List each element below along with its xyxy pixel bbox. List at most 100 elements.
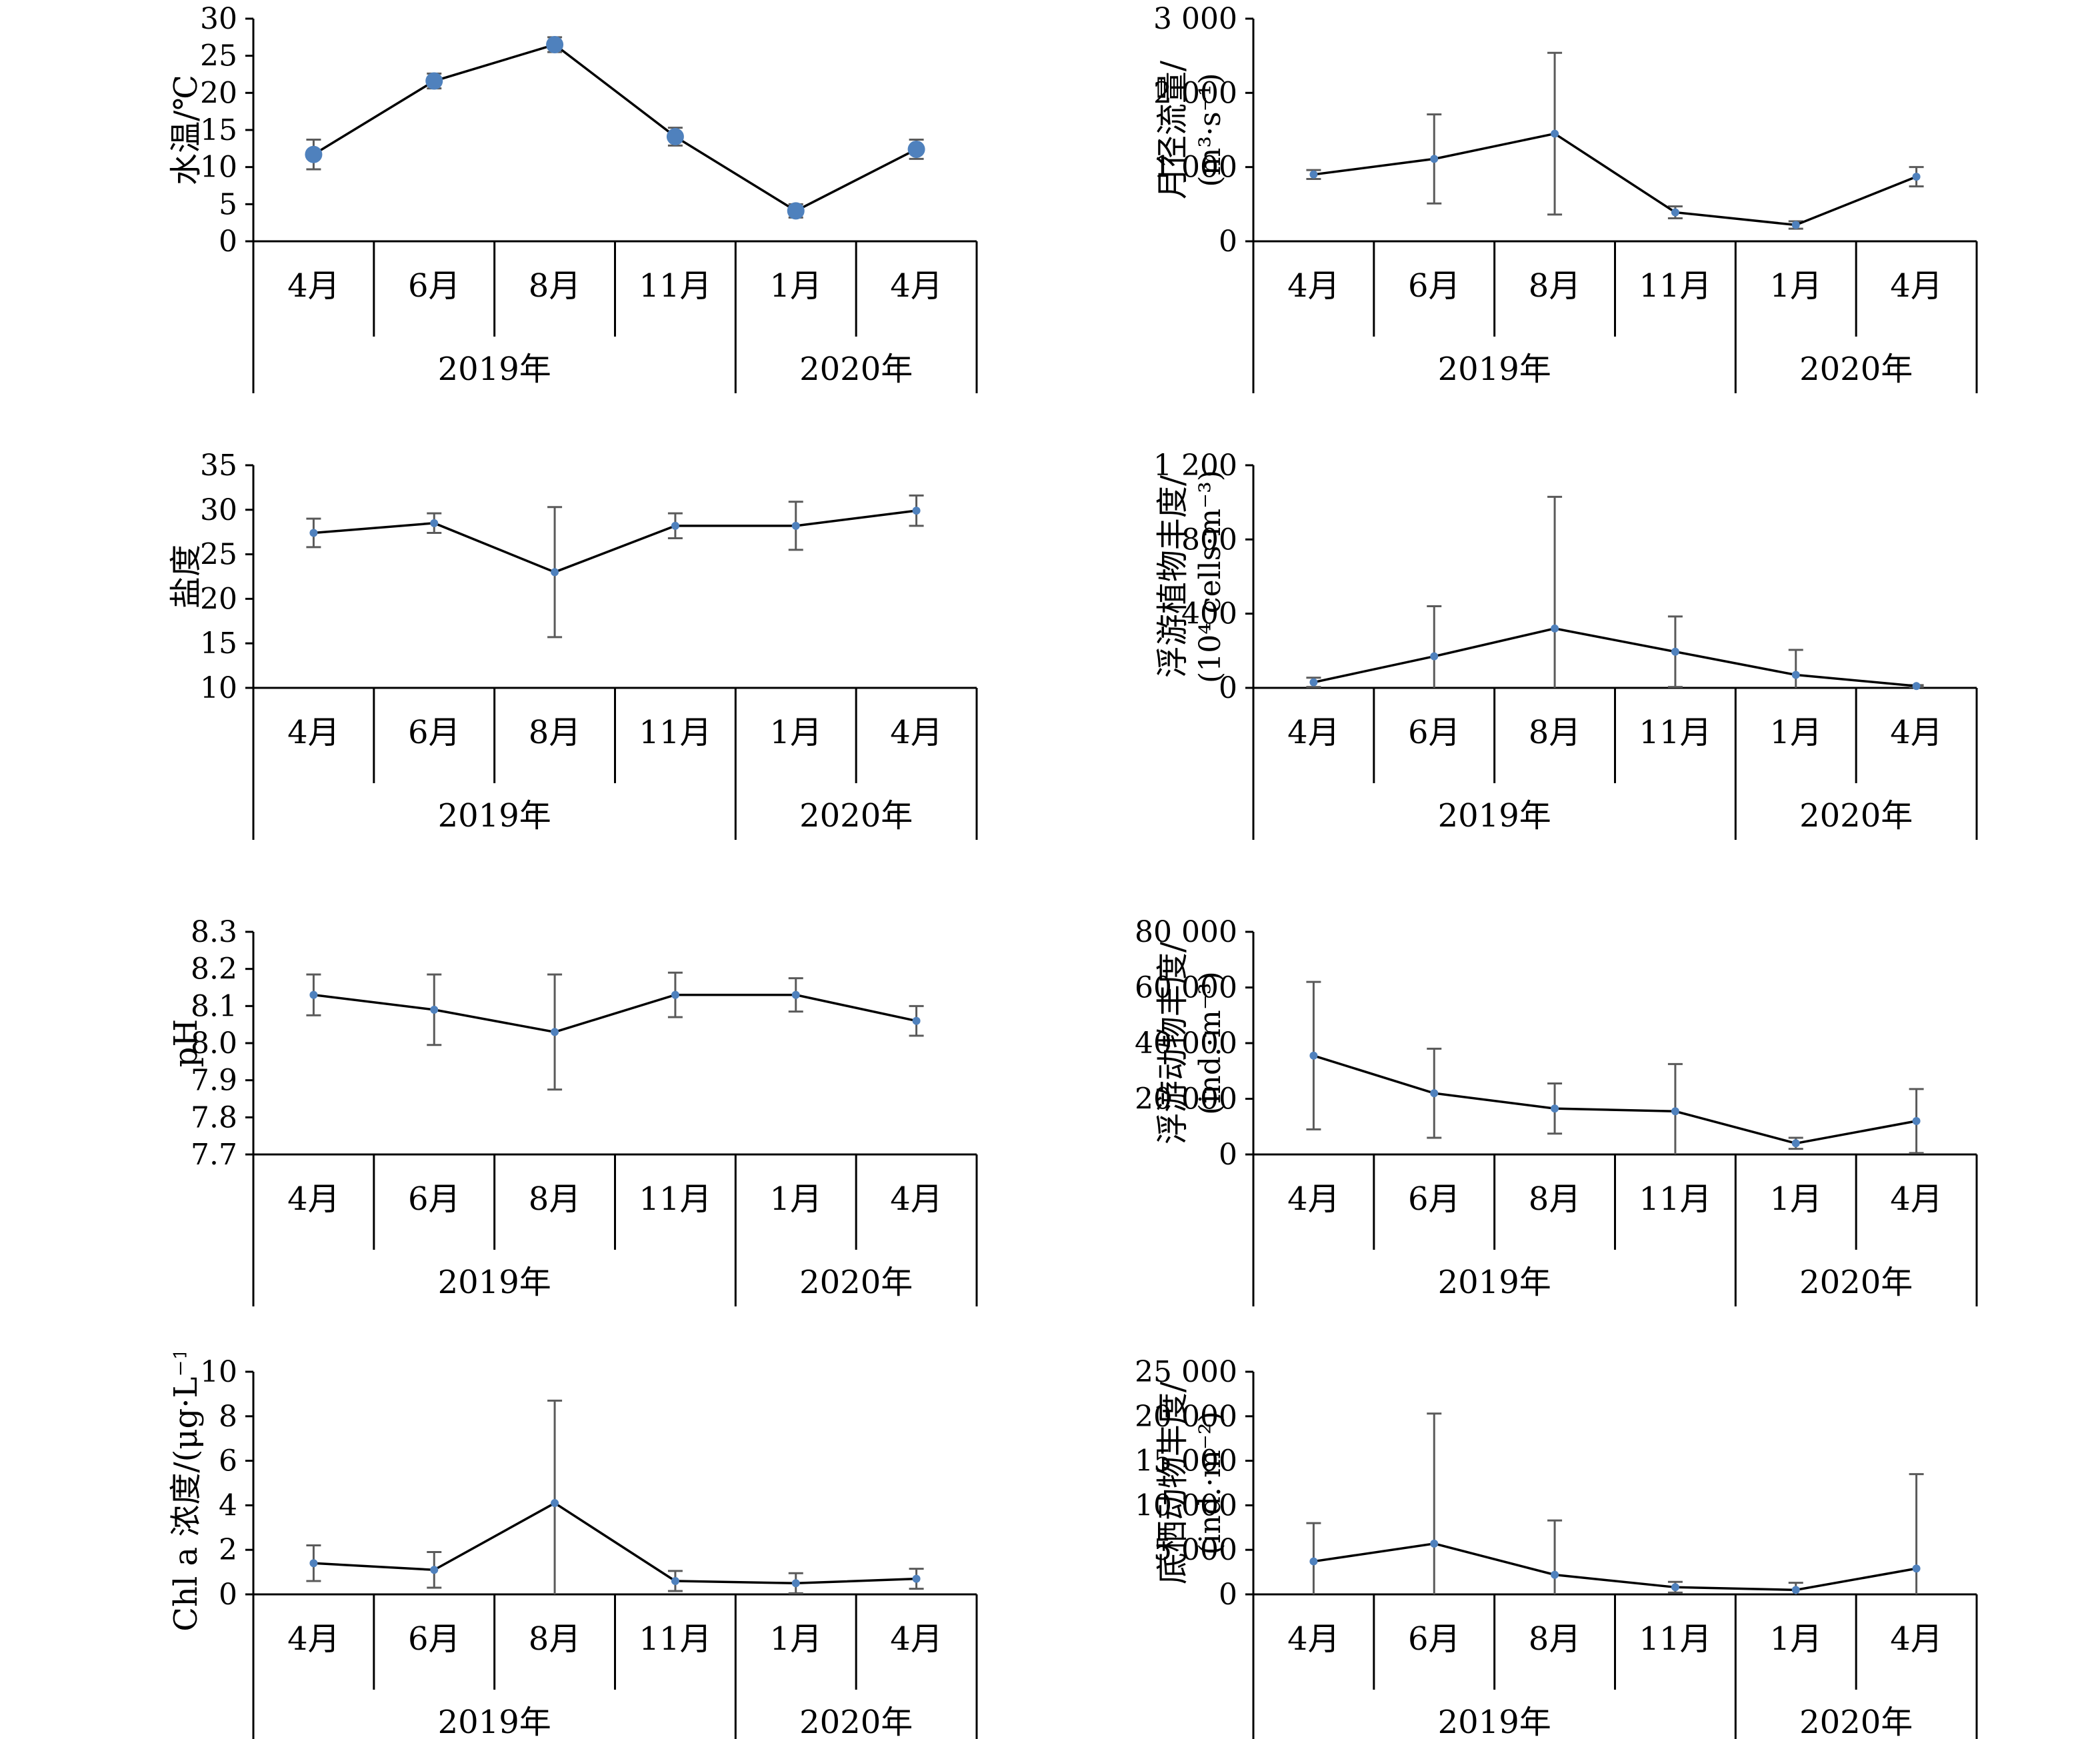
data-point [791, 990, 800, 999]
x-tick-label: 6月 [1408, 267, 1461, 305]
x-tick-label: 6月 [1408, 1180, 1461, 1218]
data-point [912, 507, 921, 515]
y-tick-label: 25 [200, 39, 237, 73]
data-point [1791, 1139, 1800, 1148]
data-point [1671, 1107, 1679, 1116]
data-point [666, 128, 684, 146]
data-point [787, 202, 805, 220]
chart-panel-5: 7.7 7.87.9 8.08.18.28.3 4月 6月 8月 11月 1月 4月 2019年 2… [167, 915, 978, 1306]
chart-panel-6: 0 20 000 40 000 60 000 80 000 4月 6月 8月 11月 1月 4月 20… [1135, 915, 1978, 1306]
y-tick-label: 10 [200, 1355, 237, 1389]
year-group-label: 2019年 [1438, 351, 1551, 388]
y-tick-label: 8 [219, 1400, 237, 1434]
data-point [1671, 647, 1679, 656]
x-tick-label: 6月 [408, 714, 461, 751]
chart-panel-7: 0 2 4 6 8 10 4月 6月 8月 11月 1月 4月 2019年 2020年 Chl a 浓度/(… [167, 1353, 978, 1739]
y-tick-label: 6 [219, 1444, 237, 1478]
error-bar [1909, 1473, 1924, 1594]
x-tick-label: 1月 [769, 1620, 822, 1658]
error-bar [1547, 495, 1563, 688]
y-tick-label: 5 [219, 187, 237, 221]
x-tick-label: 11月 [639, 267, 711, 305]
data-point [1551, 129, 1559, 138]
x-tick-label: 8月 [529, 267, 581, 305]
y-tick-label: 25 000 [1135, 1355, 1237, 1389]
y-tick-label: 1 200 [1153, 449, 1237, 483]
year-group-label: 2020年 [799, 1704, 913, 1739]
y-tick-label: 0 [219, 225, 237, 259]
year-group-label: 2019年 [438, 351, 551, 388]
x-tick-label: 6月 [408, 1180, 461, 1218]
data-point [791, 1579, 800, 1588]
series-line [1313, 132, 1917, 227]
x-tick-label: 4月 [1287, 714, 1340, 751]
y-axis-unit: (ind.·m⁻³) [1193, 971, 1227, 1114]
year-group-label: 2020年 [799, 797, 913, 835]
data-point [671, 990, 679, 999]
data-point [1671, 1583, 1679, 1592]
y-tick-label: 10 000 [1135, 1488, 1237, 1522]
data-point [671, 521, 679, 530]
y-tick-label: 30 [200, 493, 237, 527]
x-tick-label: 1月 [1769, 1180, 1822, 1218]
x-tick-label: 11月 [639, 1620, 711, 1658]
x-tick-label: 1月 [769, 714, 822, 751]
series-line [1313, 1542, 1917, 1592]
data-point [309, 990, 318, 999]
x-tick-label: 1月 [1769, 267, 1822, 305]
series-line [1313, 627, 1917, 687]
y-tick-label: 0 [1219, 1578, 1237, 1612]
year-group-label: 2020年 [1799, 1264, 1913, 1301]
y-tick-label: 80 000 [1135, 915, 1237, 949]
data-point [425, 72, 443, 90]
year-group-label: 2020年 [1799, 1704, 1913, 1739]
y-axis-title: 浮游动物丰度/ [1154, 941, 1191, 1144]
x-tick-label: 4月 [287, 1620, 340, 1658]
data-point [1430, 1539, 1439, 1548]
y-tick-label: 40 000 [1135, 1026, 1237, 1060]
data-point [1309, 678, 1318, 687]
error-bar [1427, 605, 1442, 688]
y-axis-title: 月径流量/ [1154, 60, 1191, 199]
year-group-label: 2020年 [1799, 351, 1913, 388]
y-tick-label: 20 000 [1135, 1082, 1237, 1116]
x-tick-label: 4月 [287, 714, 340, 751]
y-tick-label: 15 [200, 113, 237, 147]
data-point [671, 1576, 679, 1585]
y-axis-title: 浮游植物丰度/ [1154, 475, 1191, 678]
x-tick-label: 8月 [1529, 714, 1581, 751]
data-point [430, 1566, 439, 1574]
x-tick-label: 4月 [890, 1620, 943, 1658]
year-group-label: 2019年 [1438, 1704, 1551, 1739]
x-tick-label: 11月 [1639, 1620, 1711, 1658]
y-tick-label: 2 [219, 1533, 237, 1567]
y-tick-label: 3 000 [1153, 2, 1237, 36]
data-point [1791, 221, 1800, 229]
y-tick-label: 15 [200, 627, 237, 661]
error-bar [1427, 1412, 1442, 1594]
x-tick-label: 6月 [408, 1620, 461, 1658]
x-tick-label: 8月 [1529, 267, 1581, 305]
y-tick-label: 20 [200, 76, 237, 110]
y-axis-unit: (10⁴ cells·m⁻³) [1193, 470, 1227, 683]
data-point [309, 1559, 318, 1568]
data-point [1309, 170, 1318, 179]
data-point [1791, 671, 1800, 679]
x-tick-label: 4月 [1890, 1180, 1943, 1218]
x-tick-label: 4月 [1890, 1620, 1943, 1658]
y-axis-title: pH [167, 1019, 205, 1068]
x-tick-label: 4月 [890, 267, 943, 305]
x-tick-label: 4月 [1890, 714, 1943, 751]
x-tick-label: 6月 [1408, 1620, 1461, 1658]
y-tick-label: 0 [1219, 671, 1237, 705]
data-point [309, 529, 318, 537]
data-point [546, 35, 564, 53]
x-tick-label: 4月 [890, 714, 943, 751]
y-tick-label: 8.2 [191, 952, 237, 986]
series-line [313, 1502, 917, 1585]
data-point [430, 1005, 439, 1014]
x-tick-label: 4月 [287, 1180, 340, 1218]
year-group-label: 2019年 [438, 1264, 551, 1301]
